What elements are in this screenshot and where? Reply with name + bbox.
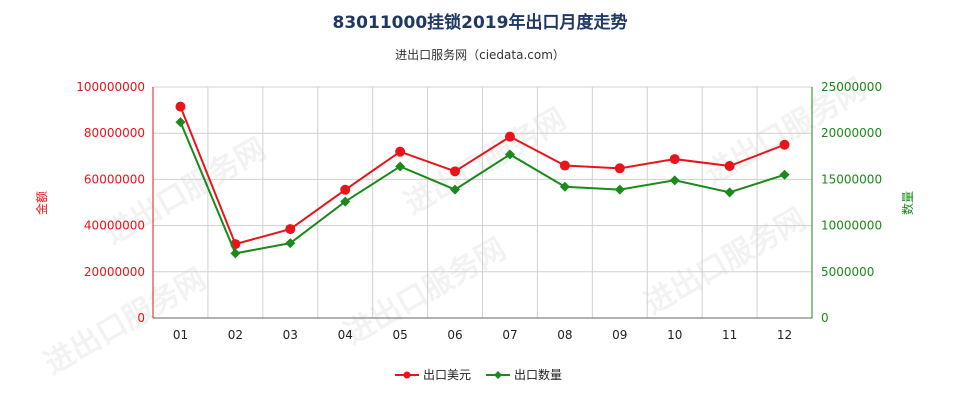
y-left-tick-label: 60000000: [84, 172, 145, 186]
data-point: [285, 224, 296, 235]
legend-swatch-marker: [494, 371, 502, 379]
y-right-tick-label: 0: [821, 311, 829, 325]
x-tick-label: 04: [338, 328, 353, 342]
y-left-axis-label: 金额: [34, 191, 49, 215]
data-point: [450, 184, 461, 195]
y-right-axis-label: 数量: [900, 191, 915, 215]
watermark-text: 进出口服务网: [39, 262, 212, 382]
y-right-tick-label: 15000000: [821, 172, 882, 186]
data-point: [340, 196, 351, 207]
data-point: [559, 160, 570, 171]
series-2: [175, 117, 790, 259]
x-tick-label: 06: [447, 328, 462, 342]
data-point: [669, 154, 680, 165]
series-line: [179, 121, 785, 255]
data-point: [395, 146, 406, 157]
data-point: [559, 181, 570, 192]
series: [175, 101, 790, 259]
data-point: [724, 161, 735, 172]
data-point: [614, 163, 625, 174]
data-point: [504, 131, 515, 142]
data-point: [340, 184, 351, 195]
series-line: [179, 106, 785, 246]
data-point: [614, 184, 625, 195]
x-tick-label: 10: [667, 328, 682, 342]
data-point: [779, 139, 790, 150]
data-point: [230, 248, 241, 259]
tick-labels: 0 20000000 40000000 60000000 80000000 1000000…: [76, 80, 882, 342]
data-point: [450, 166, 461, 177]
data-point: [175, 117, 186, 128]
legend-label: 出口美元: [423, 368, 471, 382]
y-left-tick-label: 100000000: [76, 80, 145, 94]
watermark-text: 进出口服务网: [339, 232, 512, 352]
x-tick-label: 01: [173, 328, 188, 342]
x-tick-label: 03: [283, 328, 298, 342]
data-point: [504, 149, 515, 160]
watermark-text: 进出口服务网: [99, 132, 272, 252]
x-tick-label: 11: [722, 328, 737, 342]
data-point: [395, 161, 406, 172]
x-tick-label: 02: [228, 328, 243, 342]
watermark-text: 进出口服务网: [399, 102, 572, 222]
y-left-tick-label: 20000000: [84, 265, 145, 279]
x-tick-label: 08: [557, 328, 572, 342]
y-left-tick-label: 80000000: [84, 126, 145, 140]
y-right-tick-label: 5000000: [821, 265, 874, 279]
x-tick-label: 07: [502, 328, 517, 342]
data-point: [175, 101, 186, 112]
data-point: [285, 238, 296, 249]
legend-item: 出口数量: [486, 367, 562, 382]
y-right-tick-label: 25000000: [821, 80, 882, 94]
legend-swatch-marker: [403, 371, 411, 379]
data-point: [724, 187, 735, 198]
y-right-tick-label: 20000000: [821, 126, 882, 140]
y-left-tick-label: 40000000: [84, 219, 145, 233]
x-tick-label: 09: [612, 328, 627, 342]
data-point: [779, 169, 790, 180]
x-tick-label: 12: [777, 328, 792, 342]
chart-title: 83011000挂锁2019年出口月度走势: [332, 13, 628, 33]
data-point: [669, 175, 680, 186]
x-tick-label: 05: [392, 328, 407, 342]
watermark-text: 进出口服务网: [639, 202, 812, 322]
legend: 出口美元 出口数量: [395, 367, 562, 382]
axes: [152, 87, 813, 319]
series-1: [175, 101, 790, 250]
chart-subtitle: 进出口服务网（ciedata.com）: [395, 48, 565, 62]
legend-item: 出口美元: [395, 368, 471, 382]
y-right-tick-label: 10000000: [821, 219, 882, 233]
y-left-tick-label: 0: [137, 311, 145, 325]
legend-label: 出口数量: [514, 367, 562, 382]
